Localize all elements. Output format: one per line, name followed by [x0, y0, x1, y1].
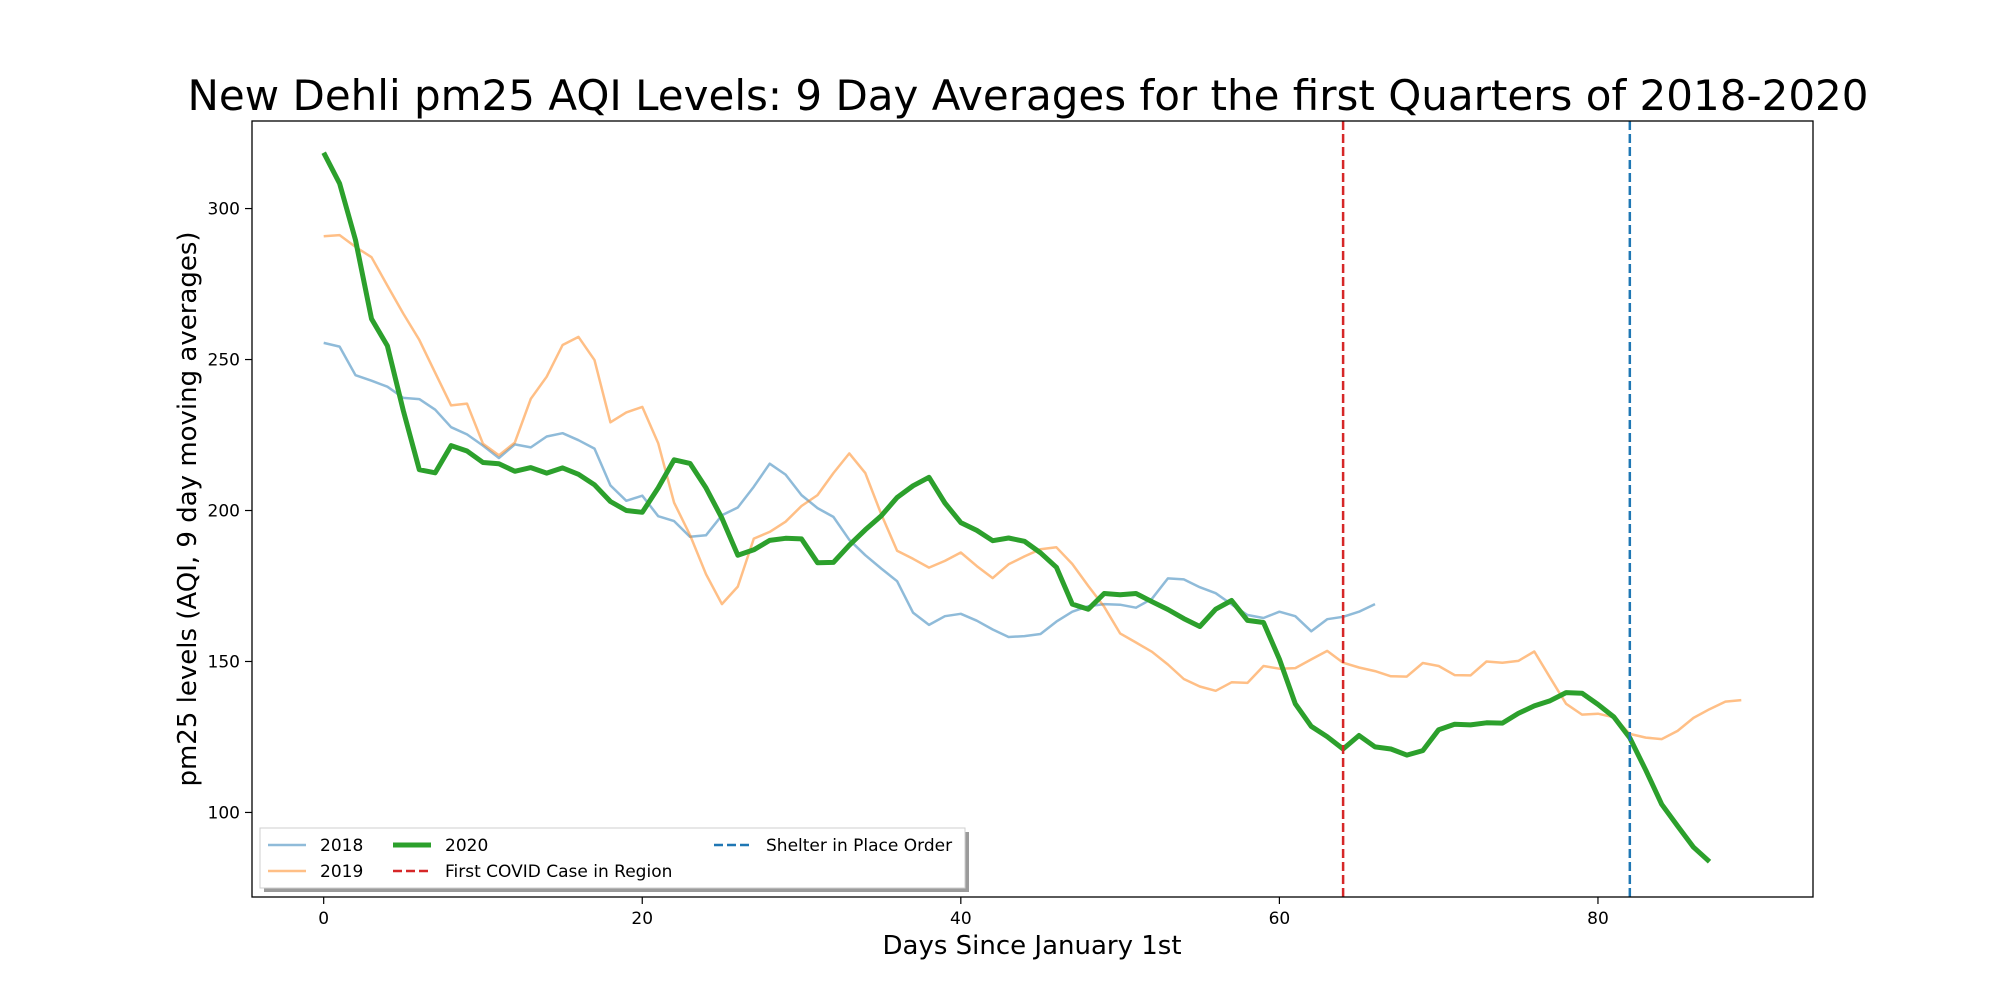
y-axis-label: pm25 levels (AQI, 9 day moving averages)	[173, 231, 203, 786]
chart-legend: 2018 2019 2020 First COVID Case in Region Sh…	[259, 827, 969, 892]
legend-label-2018: 2018	[320, 836, 363, 856]
x-tick-label: 40	[950, 909, 972, 929]
plot-frame	[251, 120, 1814, 898]
legend-box	[259, 827, 966, 889]
x-tick-label: 20	[631, 909, 653, 929]
y-axis: 100 150 200 250 300	[208, 200, 252, 823]
series-line-2018	[323, 341, 1376, 639]
legend-label-shelter-in-place-order: Shelter in Place Order	[766, 836, 952, 856]
legend-label-2020: 2020	[445, 836, 488, 856]
series-line-2019	[323, 233, 1742, 741]
y-tick-label: 300	[208, 200, 240, 220]
legend-label-2019: 2019	[320, 862, 363, 882]
x-axis: 0 20 40 60 80	[318, 897, 1609, 929]
x-tick-label: 0	[318, 909, 329, 929]
y-tick-label: 200	[208, 502, 240, 522]
plot-area	[321, 121, 1742, 897]
x-tick-label: 60	[1269, 909, 1291, 929]
y-tick-label: 100	[208, 803, 240, 823]
y-tick-label: 250	[208, 351, 240, 371]
legend-label-first-covid-case-in-region: First COVID Case in Region	[445, 862, 672, 882]
y-tick-label: 150	[208, 652, 240, 672]
series-line-2020	[321, 151, 1712, 864]
x-tick-label: 80	[1587, 909, 1609, 929]
chart-title: New Dehli pm25 AQI Levels: 9 Day Average…	[188, 71, 1869, 120]
x-axis-label: Days Since January 1st	[882, 931, 1181, 961]
